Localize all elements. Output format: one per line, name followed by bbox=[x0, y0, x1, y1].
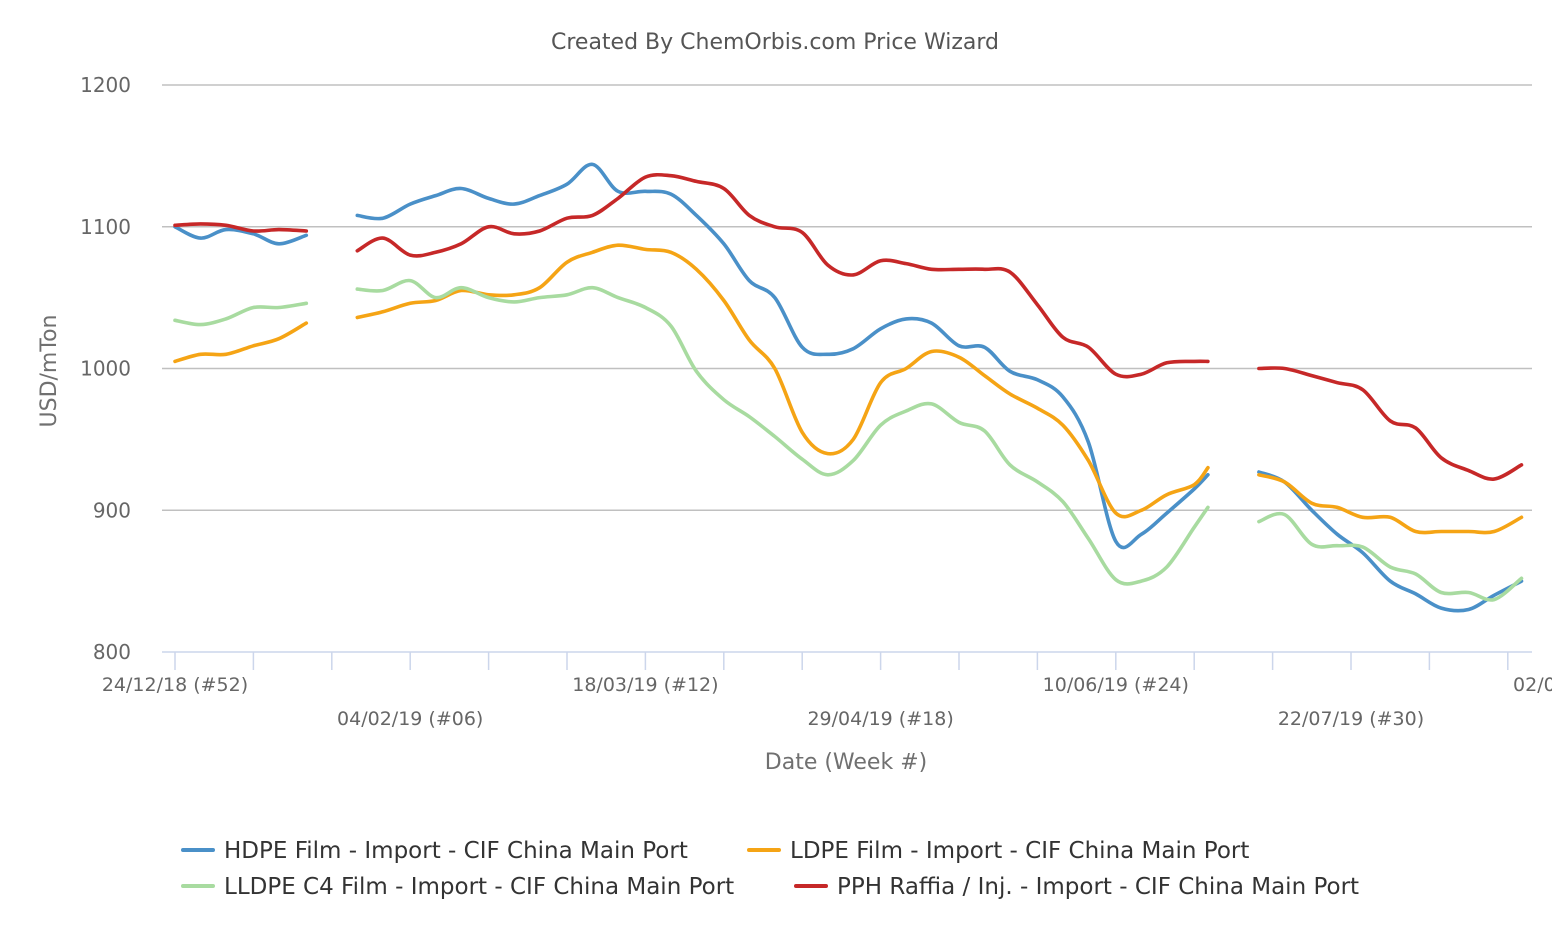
series-layer bbox=[173, 162, 1524, 613]
y-tick-label: 1100 bbox=[80, 215, 131, 239]
x-axis-ticks: 24/12/18 (#52) 04/02/19 (#06) 18/03/19 (#1… bbox=[102, 652, 1552, 730]
x-tick-label: 18/03/19 (#12) bbox=[572, 674, 718, 696]
x-tick-label: 02/09/19 (#36) bbox=[1513, 674, 1552, 696]
legend-label: LDPE Film - Import - CIF China Main Port bbox=[790, 838, 1249, 864]
legend-item: HDPE Film - Import - CIF China Main Port bbox=[181, 838, 688, 864]
x-axis-title: Date (Week #) bbox=[765, 750, 927, 775]
x-tick-label: 10/06/19 (#24) bbox=[1043, 674, 1189, 696]
chart-title: Created By ChemOrbis.com Price Wizard bbox=[551, 30, 999, 55]
y-tick-label: 1000 bbox=[80, 357, 131, 381]
pph-series-line bbox=[355, 172, 1210, 379]
ldpe-series-line bbox=[355, 243, 1210, 519]
ldpe-series-line bbox=[173, 321, 309, 364]
hdpe-series-line bbox=[1257, 470, 1524, 613]
legend-label: HDPE Film - Import - CIF China Main Port bbox=[224, 838, 688, 864]
lldpe-series-line bbox=[1257, 511, 1524, 602]
hdpe-series-line bbox=[355, 162, 1210, 550]
x-tick-label: 22/07/19 (#30) bbox=[1278, 708, 1424, 730]
lldpe-series-line bbox=[355, 278, 1210, 586]
x-tick-label: 04/02/19 (#06) bbox=[337, 708, 483, 730]
legend: HDPE Film - Import - CIF China Main Port… bbox=[181, 838, 1359, 900]
legend-item: LDPE Film - Import - CIF China Main Port bbox=[747, 838, 1249, 864]
ldpe-series-line bbox=[1257, 473, 1524, 535]
legend-label: PPH Raffia / Inj. - Import - CIF China M… bbox=[837, 874, 1359, 900]
grid-layer bbox=[162, 84, 1532, 511]
legend-item: LLDPE C4 Film - Import - CIF China Main … bbox=[181, 874, 734, 900]
x-tick-label: 29/04/19 (#18) bbox=[807, 708, 953, 730]
y-tick-label: 900 bbox=[93, 498, 131, 522]
legend-item: PPH Raffia / Inj. - Import - CIF China M… bbox=[794, 874, 1359, 900]
y-tick-label: 800 bbox=[93, 640, 131, 664]
y-tick-label: 1200 bbox=[80, 73, 131, 97]
hdpe-series-line bbox=[173, 225, 309, 246]
pph-series-line bbox=[1257, 366, 1524, 481]
lldpe-series-line bbox=[173, 301, 309, 327]
pph-series-line bbox=[173, 222, 309, 233]
y-axis-tick-labels: 800 900 1000 1100 1200 bbox=[80, 73, 131, 664]
x-tick-label: 24/12/18 (#52) bbox=[102, 674, 248, 696]
y-axis-title: USD/mTon bbox=[37, 315, 62, 428]
legend-label: LLDPE C4 Film - Import - CIF China Main … bbox=[224, 874, 734, 900]
